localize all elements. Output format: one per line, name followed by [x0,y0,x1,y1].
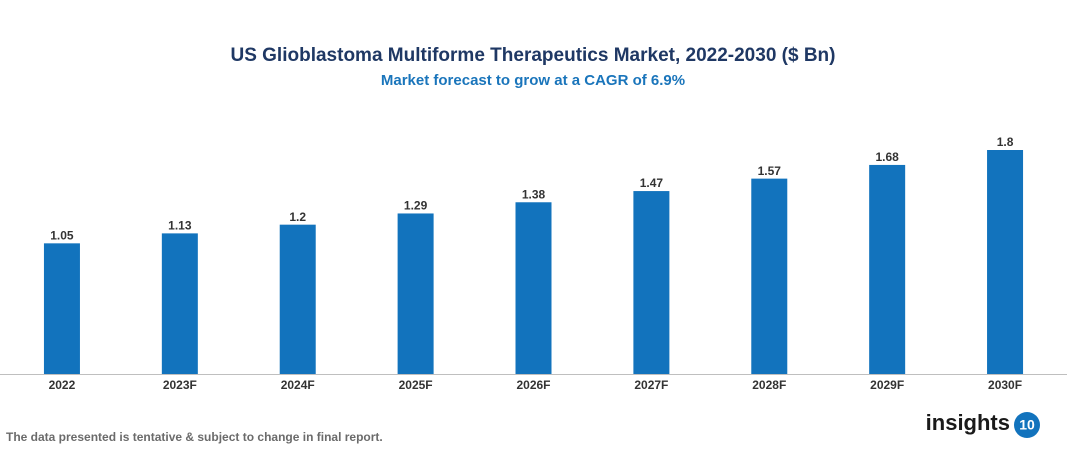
logo-text: insights [926,410,1010,435]
value-label: 1.47 [640,176,664,190]
value-label: 1.13 [168,219,192,233]
x-tick-label: 2027F [634,378,668,392]
bar [869,164,906,374]
value-label: 1.8 [997,135,1014,149]
bar [43,243,80,374]
value-label: 1.68 [875,150,899,164]
bar [515,202,552,374]
x-tick-label: 2022 [49,378,76,392]
bar [161,233,198,374]
value-label: 1.38 [522,187,546,201]
x-tick-label: 2024F [281,378,315,392]
bar [397,213,434,374]
x-tick-label: 2025F [399,378,433,392]
chart-title: US Glioblastoma Multiforme Therapeutics … [230,45,835,66]
x-tick-label: 2028F [752,378,786,392]
x-tick-label: 2030F [988,378,1022,392]
bar [279,224,316,374]
x-tick-label: 2023F [163,378,197,392]
footnote: The data presented is tentative & subjec… [6,430,383,444]
logo-number: 10 [1019,417,1035,433]
bar [633,191,670,374]
bar [987,150,1024,374]
value-label: 1.2 [289,210,306,224]
x-tick-label: 2026F [516,378,550,392]
bar [751,178,788,374]
x-tick-label: 2029F [870,378,904,392]
value-label: 1.05 [50,229,74,243]
chart-subtitle: Market forecast to grow at a CAGR of 6.9… [381,72,685,89]
value-label: 1.29 [404,199,428,213]
logo-badge [1014,412,1040,438]
value-label: 1.57 [758,164,782,178]
